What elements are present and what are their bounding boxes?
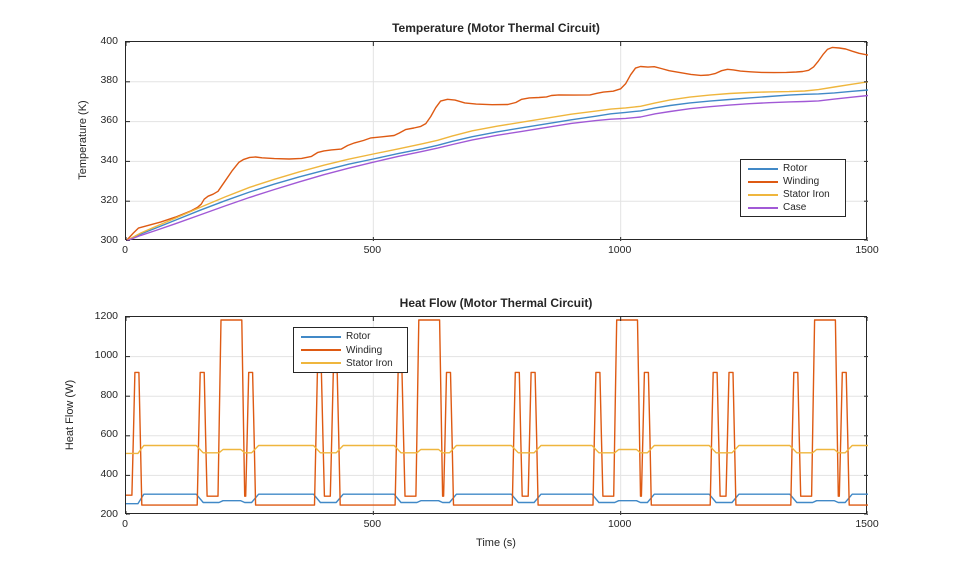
legend-label: Rotor — [783, 163, 808, 174]
x-tick-label: 1000 — [607, 518, 632, 530]
plot-area-temperature — [125, 41, 868, 241]
legend-label: Case — [783, 202, 807, 213]
legend-item-stator-iron: Stator Iron — [741, 189, 845, 200]
legend-temperature: Rotor Winding Stator Iron Case — [740, 159, 846, 217]
x-axis-label-time: Time (s) — [476, 537, 516, 549]
legend-item-winding: Winding — [294, 345, 407, 356]
x-tick-label: 1000 — [607, 244, 632, 256]
y-tick-label: 340 — [100, 153, 118, 166]
y-tick-label: 400 — [100, 467, 118, 480]
x-tick-label: 1500 — [855, 518, 879, 530]
legend-line-sample — [748, 193, 778, 196]
series-line-rotor — [126, 89, 868, 241]
y-tick-label: 600 — [100, 428, 118, 441]
y-tick-label: 360 — [100, 114, 118, 127]
legend-line-sample — [748, 206, 778, 209]
legend-label: Winding — [783, 176, 820, 187]
chart-title-heat-flow: Heat Flow (Motor Thermal Circuit) — [399, 296, 593, 310]
chart-canvas — [126, 317, 868, 515]
legend-label: Stator Iron — [346, 357, 393, 369]
legend-heat-flow: Rotor Winding Stator Iron — [293, 327, 408, 373]
series-line-rotor — [126, 493, 868, 505]
legend-line-sample — [301, 362, 341, 365]
y-tick-label: 1200 — [94, 309, 118, 322]
series-line-winding — [126, 46, 868, 241]
series-line-stator-iron — [126, 81, 868, 241]
legend-line-sample — [748, 167, 778, 170]
legend-line-sample — [301, 335, 341, 338]
x-tick-label: 0 — [122, 518, 128, 530]
y-tick-label: 200 — [100, 507, 118, 520]
legend-item-rotor: Rotor — [294, 331, 407, 342]
chart-title-temperature: Temperature (Motor Thermal Circuit) — [392, 21, 600, 35]
legend-item-rotor: Rotor — [741, 163, 845, 174]
legend-label: Winding — [346, 344, 383, 356]
legend-item-winding: Winding — [741, 176, 845, 187]
legend-label: Rotor — [346, 331, 371, 343]
x-tick-label: 0 — [122, 244, 128, 256]
legend-line-sample — [748, 180, 778, 183]
legend-item-stator-iron: Stator Iron — [294, 358, 407, 369]
y-tick-label: 800 — [100, 388, 118, 401]
y-tick-label: 300 — [100, 233, 118, 246]
y-tick-label: 320 — [100, 193, 118, 206]
y-tick-label: 400 — [100, 34, 118, 47]
legend-item-case: Case — [741, 202, 845, 213]
series-line-case — [126, 94, 868, 241]
series-line-stator-iron — [126, 444, 868, 455]
y-tick-label: 1000 — [94, 349, 118, 362]
y-tick-label: 380 — [100, 74, 118, 87]
y-axis-label-heat-flow: Heat Flow (W) — [64, 379, 76, 451]
chart-canvas — [126, 42, 868, 241]
x-tick-label: 500 — [363, 244, 382, 256]
legend-line-sample — [301, 349, 341, 351]
series-line-winding — [126, 319, 868, 506]
legend-label: Stator Iron — [783, 189, 830, 200]
x-tick-label: 500 — [363, 518, 382, 530]
plot-area-heat-flow — [125, 316, 868, 515]
x-tick-label: 1500 — [855, 244, 879, 256]
